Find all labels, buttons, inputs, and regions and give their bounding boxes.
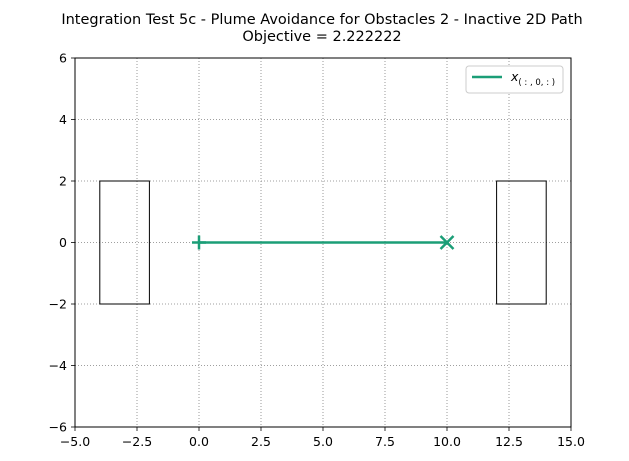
x-tick-label: 7.5 [375, 434, 395, 449]
legend-label: x( : , 0, : ) [510, 69, 555, 88]
x-tick-label: 12.5 [495, 434, 523, 449]
y-tick-label: −4 [49, 358, 67, 373]
legend-box [465, 65, 564, 94]
legend: x( : , 0, : ) [465, 65, 564, 94]
x-tick-label: 0.0 [189, 434, 209, 449]
y-tick-label: −2 [49, 297, 67, 312]
obstacle-rect [496, 180, 547, 305]
y-axis: −6 −4 −2 0 2 4 6 [49, 51, 75, 435]
x-tick-label: 2.5 [251, 434, 271, 449]
x-axis: −5.0 −2.5 0.0 2.5 5.0 7.5 10.0 12.5 15.0 [60, 427, 585, 449]
obstacles [99, 180, 547, 305]
end-marker-b [439, 235, 455, 250]
x-tick-label: −5.0 [60, 434, 90, 449]
end-marker [439, 235, 455, 250]
x-tick-label: −2.5 [122, 434, 152, 449]
y-tick-label: 4 [59, 112, 67, 127]
chart-title: Integration Test 5c - Plume Avoidance fo… [61, 12, 582, 28]
series-layer [192, 235, 455, 250]
chart-subtitle: Objective = 2.222222 [242, 29, 401, 45]
y-tick-label: −6 [49, 420, 67, 435]
y-tick-label: 0 [59, 235, 67, 250]
y-tick-label: 6 [59, 51, 67, 66]
obstacle-rect [99, 180, 150, 305]
x-tick-label: 15.0 [557, 434, 585, 449]
x-tick-label: 10.0 [433, 434, 461, 449]
y-tick-label: 2 [59, 174, 67, 189]
start-marker [192, 235, 206, 250]
x-tick-label: 5.0 [313, 434, 333, 449]
